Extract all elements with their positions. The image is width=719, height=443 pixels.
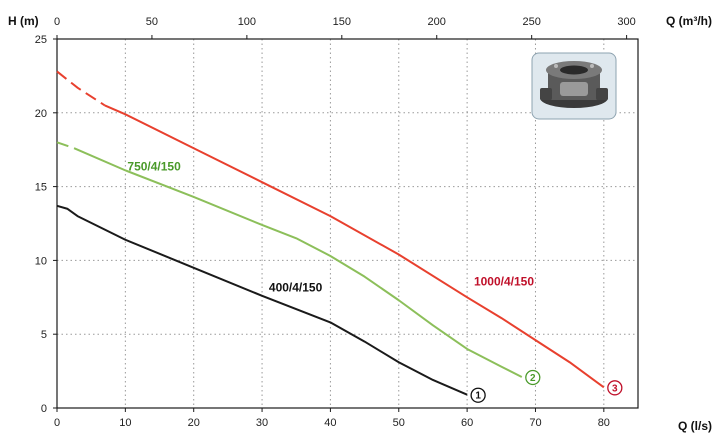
series-curve bbox=[104, 104, 605, 389]
series-label-1000: 1000/4/150 bbox=[474, 274, 534, 288]
series-end-marker-number: 3 bbox=[612, 383, 618, 394]
grid-layer bbox=[57, 39, 638, 408]
x-top-tick-label: 250 bbox=[522, 16, 540, 28]
series-end-marker-number: 2 bbox=[530, 373, 536, 384]
series-end-marker bbox=[470, 387, 486, 403]
x-axis-bottom-label: Q (l/s) bbox=[678, 419, 712, 433]
y-tick-label: 10 bbox=[35, 255, 47, 267]
y-tick-label: 15 bbox=[35, 182, 47, 194]
series-markers: 1 2 3 bbox=[470, 369, 623, 403]
x-top-tick-label: 0 bbox=[54, 16, 60, 28]
x-bottom-tick-label: 10 bbox=[119, 417, 131, 429]
plot-frame bbox=[56, 38, 639, 409]
y-axis-label: H (m) bbox=[8, 14, 39, 28]
y-tick-label: 5 bbox=[41, 329, 47, 341]
series-curve-extrapolated bbox=[56, 70, 106, 107]
x-axis-top-label: Q (m³/h) bbox=[666, 14, 712, 28]
pump-hydraulic-icon bbox=[531, 52, 617, 120]
series-labels: 400/4/150 750/4/150 1000/4/150 bbox=[127, 159, 534, 294]
series-end-marker bbox=[607, 380, 623, 396]
y-tick-label: 25 bbox=[35, 34, 47, 46]
x-bottom-tick-label: 70 bbox=[529, 417, 541, 429]
series-label-750: 750/4/150 bbox=[127, 159, 181, 173]
y-tick-label: 20 bbox=[35, 108, 47, 120]
x-top-tick-label: 300 bbox=[617, 16, 635, 28]
series-label-400: 400/4/150 bbox=[269, 280, 323, 294]
x-top-tick-label: 200 bbox=[428, 16, 446, 28]
x-bottom-tick-label: 0 bbox=[54, 417, 60, 429]
x-bottom-tick-label: 80 bbox=[598, 417, 610, 429]
axis-layer bbox=[56, 38, 639, 409]
series-end-marker bbox=[525, 369, 541, 386]
x-bottom-tick-label: 40 bbox=[324, 417, 336, 429]
series-end-marker-number: 1 bbox=[475, 391, 481, 402]
x-bottom-tick-label: 60 bbox=[461, 417, 473, 429]
x-bottom-tick-label: 20 bbox=[188, 417, 200, 429]
x-bottom-tick-label: 50 bbox=[393, 417, 405, 429]
series-curve-extrapolated bbox=[56, 141, 75, 150]
series-curve bbox=[56, 204, 468, 396]
series-curve bbox=[73, 147, 523, 378]
x-top-tick-label: 100 bbox=[238, 16, 256, 28]
y-tick-label: 0 bbox=[41, 403, 47, 415]
x-top-tick-label: 150 bbox=[333, 16, 351, 28]
series-layer bbox=[56, 70, 605, 396]
x-bottom-tick-label: 30 bbox=[256, 417, 268, 429]
x-top-tick-label: 50 bbox=[146, 16, 158, 28]
